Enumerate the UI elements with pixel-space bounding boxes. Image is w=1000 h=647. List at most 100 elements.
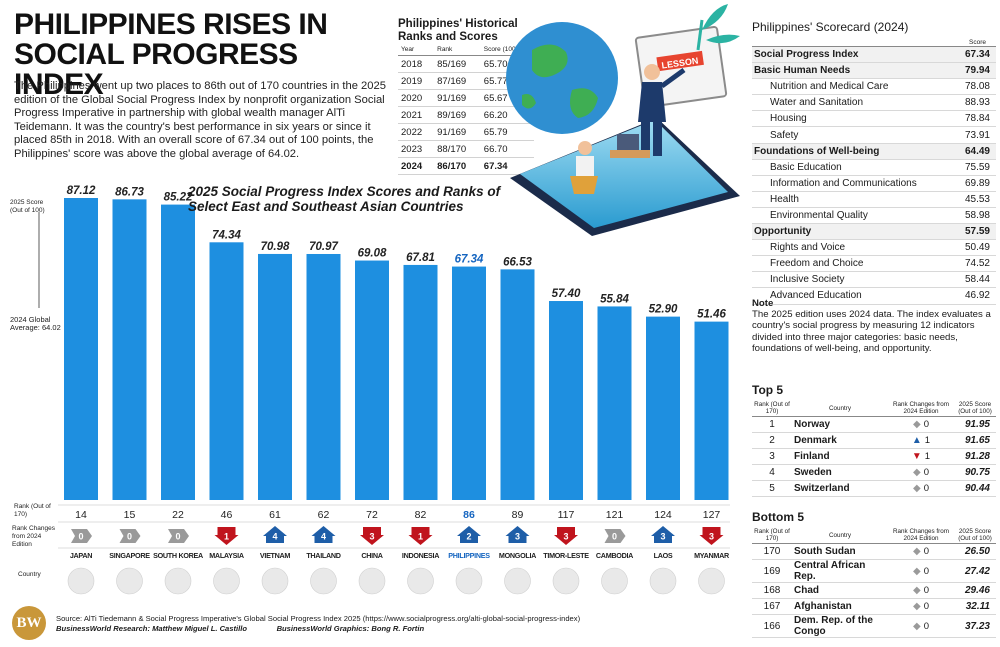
historical-cell: 66.70 bbox=[480, 140, 534, 158]
ranking-header: Rank Changes from 2024 Edition bbox=[888, 400, 954, 417]
flag-philippines-icon bbox=[455, 567, 483, 595]
bottom5-title: Bottom 5 bbox=[752, 510, 804, 524]
historical-cell: 91/169 bbox=[434, 89, 481, 107]
value-label: 87.12 bbox=[67, 185, 96, 197]
rank-change-none-icon bbox=[168, 529, 189, 543]
scorecard-label: Opportunity bbox=[752, 223, 956, 241]
flag-singapore-icon bbox=[116, 567, 143, 595]
scorecard-title: Philippines' Scorecard (2024) bbox=[752, 20, 909, 34]
rank-change-down-icon bbox=[214, 527, 239, 545]
scorecard-value: 75.59 bbox=[955, 159, 996, 176]
flag-myanmar-icon bbox=[698, 567, 725, 595]
ranking-change-value: 0 bbox=[923, 565, 929, 577]
bar-singapore bbox=[112, 199, 147, 500]
historical-cell: 65.79 bbox=[480, 123, 534, 141]
rank-change-value: 3 bbox=[709, 532, 714, 542]
scorecard-row: Basic Human Needs 79.94 bbox=[752, 62, 996, 80]
ranking-score: 90.44 bbox=[954, 480, 996, 497]
source-line: Source: AlTi Tiedemann & Social Progress… bbox=[56, 614, 581, 623]
country-label: LAOS bbox=[654, 551, 673, 560]
ranking-country: Finland bbox=[792, 448, 888, 465]
ranking-score: 91.95 bbox=[954, 416, 996, 433]
ranking-change: ◆ 0 bbox=[888, 543, 954, 560]
rank-change-up-icon bbox=[263, 526, 287, 543]
scorecard-label: Health bbox=[752, 191, 956, 208]
bottom5-table: Rank (Out of 170) Country Rank Changes fro… bbox=[752, 527, 996, 638]
ranking-change-value: 1 bbox=[924, 435, 931, 446]
rank-label: 117 bbox=[558, 509, 575, 521]
ranking-header: 2025 Score (Out of 100) bbox=[954, 400, 996, 417]
flag-china-icon bbox=[358, 567, 386, 595]
historical-cell: 86/170 bbox=[434, 157, 481, 175]
scorecard-value: 45.53 bbox=[955, 191, 996, 208]
flag-vietnam-icon bbox=[261, 567, 289, 595]
scorecard-row: Information and Communications 69.89 bbox=[752, 175, 996, 192]
businessworld-logo: BW bbox=[12, 606, 46, 640]
scorecard-row: Advanced Education 46.92 bbox=[752, 287, 996, 305]
scorecard-label: Freedom and Choice bbox=[752, 255, 956, 273]
rank-change-down-icon bbox=[360, 527, 384, 545]
research-credit: BusinessWorld Research: Matthew Miguel L… bbox=[56, 624, 248, 633]
rank-change-value: 0 bbox=[612, 532, 617, 542]
value-label: 67.34 bbox=[455, 254, 484, 266]
bottom5-panel: Bottom 5 Rank (Out of 170) Country Rank Ch… bbox=[752, 511, 996, 638]
ranking-change: ◆ 0 bbox=[888, 598, 954, 615]
scorecard-value: 67.34 bbox=[955, 47, 996, 64]
ranking-country: Chad bbox=[792, 582, 888, 599]
country-label: PHILIPPINES bbox=[448, 551, 490, 560]
scorecard-value: 78.84 bbox=[955, 110, 996, 128]
flag-japan-icon bbox=[67, 567, 95, 595]
rank-label: 86 bbox=[463, 509, 475, 521]
ranking-change-value: 0 bbox=[923, 585, 929, 596]
scorecard-row: Housing 78.84 bbox=[752, 110, 996, 128]
scorecard-value: 58.44 bbox=[955, 271, 996, 289]
ranking-header: Country bbox=[792, 527, 888, 544]
bar-laos bbox=[646, 316, 680, 500]
rank-change-up-icon bbox=[651, 526, 675, 543]
rank-label: 61 bbox=[269, 509, 281, 521]
historical-cell: 2024 bbox=[398, 157, 435, 175]
row-label-rank-change: Rank Changes from 2024 Edition bbox=[12, 525, 56, 548]
ranking-score: 27.42 bbox=[954, 559, 996, 583]
rank-change-up-icon: ▲ bbox=[911, 435, 922, 446]
ranking-rank: 1 bbox=[752, 416, 792, 433]
rank-change-value: 1 bbox=[224, 532, 229, 542]
flag-south-korea-icon bbox=[164, 567, 192, 595]
rank-change-none-icon: ◆ bbox=[913, 620, 921, 632]
country-label: SINGAPORE bbox=[109, 551, 150, 560]
rank-change-none-icon: ◆ bbox=[913, 565, 921, 577]
rank-label: 72 bbox=[366, 509, 378, 521]
rank-change-value: 3 bbox=[369, 532, 374, 542]
historical-header: Score (100) bbox=[480, 44, 534, 56]
ranking-country: Sweden bbox=[792, 464, 888, 481]
country-label: CAMBODIA bbox=[596, 551, 633, 560]
ranking-score: 91.28 bbox=[954, 448, 996, 465]
rank-change-value: 3 bbox=[563, 532, 568, 542]
country-label: CHINA bbox=[361, 551, 382, 560]
ranking-rank: 2 bbox=[752, 432, 792, 449]
ranking-country: Denmark bbox=[792, 432, 888, 449]
rank-change-value: 3 bbox=[660, 532, 665, 542]
ranking-rank: 166 bbox=[752, 614, 792, 638]
flag-mongolia-icon bbox=[504, 567, 531, 595]
top5-table: Rank (Out of 170) Country Rank Changes fro… bbox=[752, 400, 996, 497]
rank-change-none-icon: ◆ bbox=[913, 546, 921, 557]
scorecard-label: Environmental Quality bbox=[752, 207, 956, 225]
ranking-header: Rank Changes from 2024 Edition bbox=[888, 527, 954, 544]
ranking-row: 168 Chad ◆ 0 29.46 bbox=[752, 582, 996, 599]
bar-indonesia bbox=[403, 264, 438, 500]
historical-cell: 2023 bbox=[398, 140, 435, 158]
top5-panel: Top 5 Rank (Out of 170) Country Rank Chang… bbox=[752, 384, 996, 497]
chart-axis-labels: 2025 Score (Out of 100) 2024 Global Averag… bbox=[10, 199, 61, 578]
scorecard-value: 73.91 bbox=[955, 126, 996, 144]
bar-south-korea bbox=[161, 204, 195, 501]
rank-change-none-icon bbox=[71, 529, 92, 543]
historical-cell: 2019 bbox=[398, 72, 435, 90]
value-label: 52.90 bbox=[649, 304, 678, 316]
ranking-change: ▼ 1 bbox=[888, 448, 954, 465]
ranking-rank: 170 bbox=[752, 543, 792, 560]
rank-change-value: 4 bbox=[272, 532, 277, 542]
scorecard-row: Social Progress Index 67.34 bbox=[752, 47, 996, 64]
scorecard-label: Water and Sanitation bbox=[752, 94, 956, 112]
rank-change-up-icon bbox=[505, 526, 530, 543]
